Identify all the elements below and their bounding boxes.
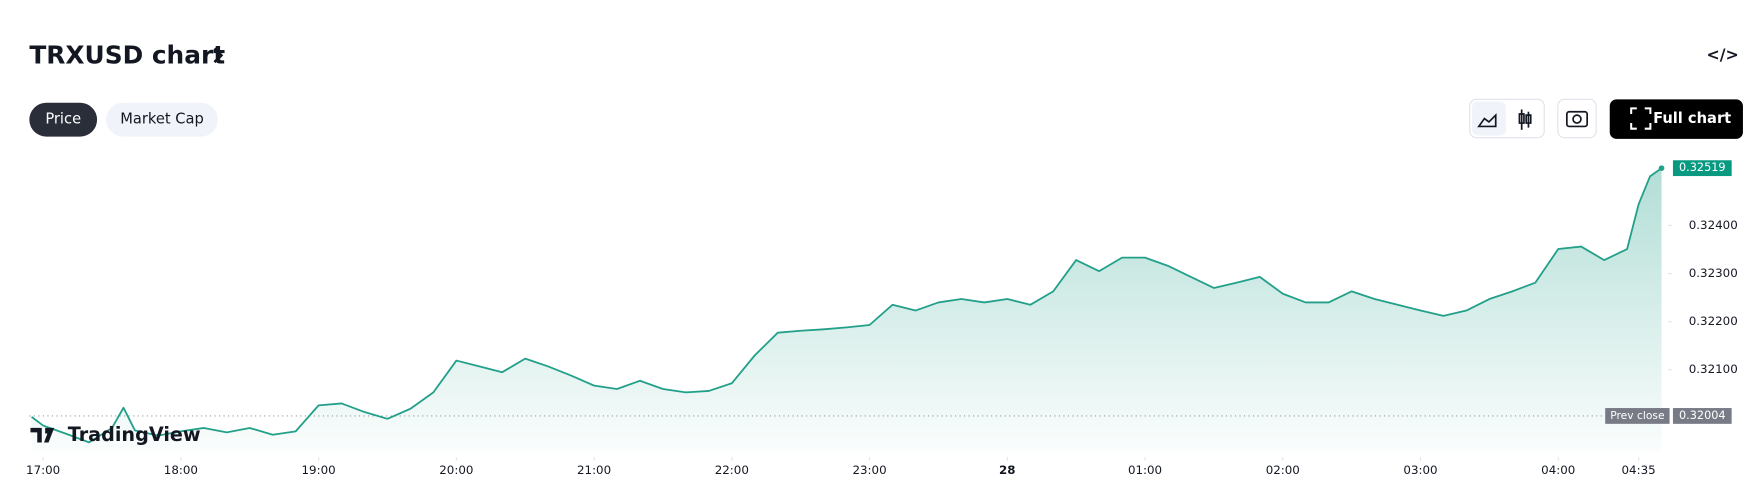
x-tick-label: 23:00 bbox=[852, 463, 886, 477]
tab-label[interactable]: Market Cap bbox=[120, 111, 204, 128]
area-icon bbox=[1477, 113, 1497, 128]
tab-label[interactable]: Price bbox=[45, 111, 81, 128]
prev-close-value: 0.32004 bbox=[1679, 409, 1726, 422]
y-tick-label: 0.32400 bbox=[1689, 218, 1738, 232]
last-price-label: 0.32519 bbox=[1679, 161, 1726, 174]
last-point bbox=[1658, 165, 1665, 171]
x-tick-label: 04:35 bbox=[1622, 463, 1656, 477]
tv-logo bbox=[30, 427, 55, 443]
x-tick-label: 28 bbox=[999, 463, 1015, 477]
fullscreen-icon bbox=[1630, 107, 1652, 130]
area-type-button[interactable] bbox=[1472, 101, 1506, 136]
tab-price[interactable] bbox=[29, 102, 98, 137]
embed-icon[interactable]: </> bbox=[1706, 45, 1738, 64]
full-chart-label[interactable]: Full chart bbox=[1653, 110, 1731, 127]
tab-market-cap[interactable] bbox=[106, 102, 218, 137]
y-tick-label: 0.32100 bbox=[1689, 362, 1738, 376]
x-tick-label: 01:00 bbox=[1128, 463, 1162, 477]
branding: TradingView bbox=[68, 423, 201, 446]
x-tick-label: 22:00 bbox=[715, 463, 749, 477]
prev-close-label: Prev close bbox=[1610, 409, 1665, 422]
prev-close-tag bbox=[1605, 408, 1670, 424]
x-tick-label: 03:00 bbox=[1403, 463, 1437, 477]
title-arrow[interactable] bbox=[213, 47, 224, 64]
title[interactable]: TRXUSD chart bbox=[29, 40, 225, 69]
plot: 0.32100 0.32200 0.32300 0.32400 17:00 18:00 19… bbox=[26, 160, 1738, 477]
x-tick-label: 02:00 bbox=[1266, 463, 1300, 477]
camera-lens bbox=[1572, 114, 1582, 124]
x-tick-label: 19:00 bbox=[302, 463, 336, 477]
snapshot-button[interactable] bbox=[1557, 98, 1597, 139]
x-tick-label: 18:00 bbox=[164, 463, 198, 477]
camera-icon bbox=[1565, 110, 1589, 128]
x-tick-label: 17:00 bbox=[26, 463, 60, 477]
price-line bbox=[31, 167, 1663, 444]
area-fill bbox=[31, 168, 1662, 452]
last-price-badge bbox=[1672, 160, 1732, 177]
x-tick-label: 04:00 bbox=[1541, 463, 1575, 477]
prev-close-badge bbox=[1672, 408, 1732, 424]
y-tick-label: 0.32200 bbox=[1689, 314, 1738, 328]
full-chart-button[interactable] bbox=[1609, 99, 1743, 139]
x-tick-label: 21:00 bbox=[577, 463, 611, 477]
x-tick-label: 20:00 bbox=[439, 463, 473, 477]
y-tick-label: 0.32300 bbox=[1689, 266, 1738, 280]
candle-button[interactable] bbox=[1518, 109, 1532, 130]
